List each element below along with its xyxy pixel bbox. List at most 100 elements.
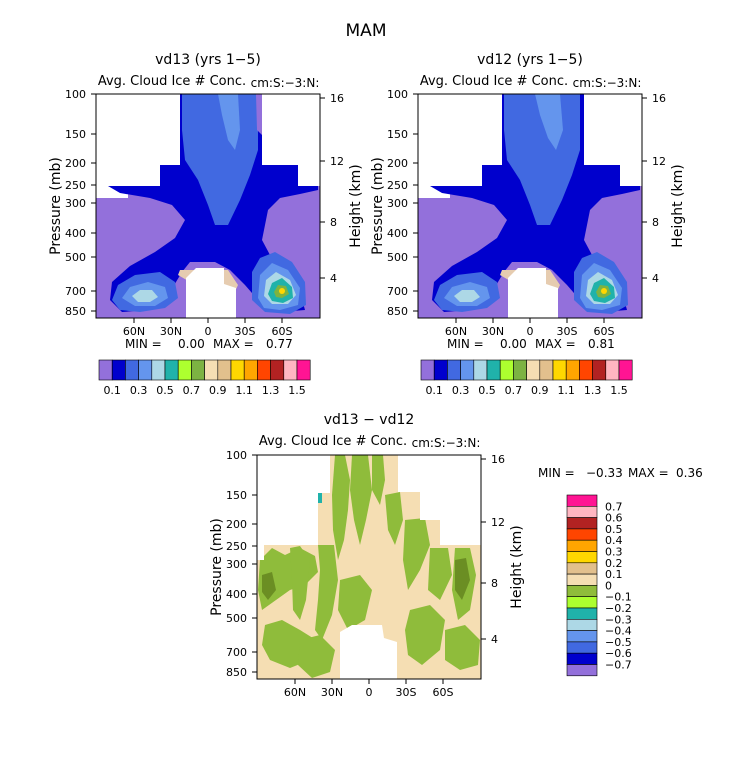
panel-units: cm:S:−3:N: — [412, 436, 481, 450]
pressure-tick: 200 — [226, 518, 247, 531]
tick-marks — [252, 454, 486, 684]
lat-tick: 60S — [272, 325, 293, 338]
pressure-tick: 500 — [65, 251, 86, 264]
lat-tick: 0 — [205, 325, 212, 338]
pressure-tick: 200 — [387, 157, 408, 170]
pressure-tick: 250 — [65, 179, 86, 192]
colorbar-label: 0.5 — [156, 384, 174, 397]
panel-units: cm:S:−3:N: — [573, 76, 642, 90]
colorbar-swatch — [177, 359, 192, 381]
contour-blob-sh-peak — [279, 288, 285, 294]
pressure-tick: 850 — [65, 305, 86, 318]
mask-surface — [186, 268, 236, 318]
pressure-tick: 700 — [65, 285, 86, 298]
panel-title: vd13 (yrs 1−5) — [155, 52, 261, 68]
pressure-tick: 850 — [226, 666, 247, 679]
colorbar-vd13: 0.1 0.3 0.5 0.7 0.9 1.1 1.3 1.5 — [98, 359, 311, 397]
pressure-tick: 250 — [387, 179, 408, 192]
colorbar-label: 1.1 — [557, 384, 575, 397]
height-tick: 16 — [330, 92, 344, 105]
y-axis-label-right: Height (km) — [670, 164, 686, 247]
colorbar-swatch — [566, 528, 598, 541]
height-tick: 4 — [652, 272, 659, 285]
colorbar-swatch — [526, 359, 541, 381]
colorbar-swatch — [566, 618, 598, 631]
colorbar-swatch — [565, 359, 580, 381]
colorbar-label: −0.2 — [605, 602, 632, 615]
colorbar-swatch — [566, 664, 598, 677]
pressure-tick: 300 — [387, 197, 408, 210]
contour-field — [257, 455, 481, 679]
colorbar-label: 1.5 — [610, 384, 628, 397]
panel-difference: vd13 − vd12 Avg. Cloud Ice # Conc. cm:S:… — [209, 412, 703, 699]
colorbar-swatch — [283, 359, 298, 381]
colorbar-label: 0.7 — [505, 384, 523, 397]
height-tick: 16 — [652, 92, 666, 105]
page-title: MAM — [346, 21, 387, 41]
colorbar-label: 0.7 — [183, 384, 201, 397]
height-tick: 8 — [652, 216, 659, 229]
colorbar-swatch — [566, 641, 598, 654]
colorbar-swatch — [499, 359, 514, 381]
contour-band-upper-edge — [256, 94, 262, 135]
y-axis-label-right: Height (km) — [509, 525, 525, 608]
height-tick: 12 — [330, 155, 344, 168]
contour-blob-nh-inner — [132, 290, 158, 302]
colorbar-swatch — [257, 359, 271, 381]
pressure-ticks: 100 150 200 250 300 400 500 700 850 — [65, 88, 86, 318]
pressure-ticks: 100 150 200 250 300 400 500 700 850 — [226, 449, 247, 679]
colorbar-label: 0.4 — [605, 534, 623, 547]
colorbar-label: −0.6 — [605, 647, 632, 660]
mask-upper-left — [257, 455, 330, 560]
colorbar-swatch — [217, 359, 232, 381]
colorbar-label: 1.5 — [288, 384, 306, 397]
colorbar-swatch — [566, 607, 598, 620]
colorbar-swatch — [566, 573, 598, 586]
tick-marks — [413, 93, 647, 323]
height-tick: 4 — [330, 272, 337, 285]
colorbar-swatch — [473, 359, 488, 381]
mask-upper-left — [96, 94, 180, 186]
mask-surface — [508, 268, 558, 318]
mask-upper-right — [584, 94, 642, 165]
max-value: 0.36 — [676, 466, 703, 480]
colorbar-swatch — [566, 585, 598, 598]
lat-tick: 30S — [396, 686, 417, 699]
panel-title: vd12 (yrs 1−5) — [477, 52, 583, 68]
y-axis-label-left: Pressure (mb) — [370, 157, 386, 255]
diff-negative-patches — [258, 455, 480, 678]
colorbar-swatch — [243, 359, 258, 381]
lat-tick: 60S — [594, 325, 615, 338]
min-value: −0.33 — [586, 466, 623, 480]
colorbar-label: 1.1 — [235, 384, 253, 397]
height-ticks: 16 12 8 4 — [330, 92, 344, 285]
colorbar-swatch — [460, 359, 475, 381]
pressure-tick: 300 — [65, 197, 86, 210]
pressure-tick: 850 — [387, 305, 408, 318]
mask-surface — [340, 625, 397, 679]
panel-subtitle: Avg. Cloud Ice # Conc. — [259, 434, 407, 449]
pressure-tick: 100 — [387, 88, 408, 101]
colorbar-swatch — [605, 359, 620, 381]
lat-ticks: 60N 30N 0 30S 60S — [123, 325, 293, 338]
lat-tick: 30S — [557, 325, 578, 338]
max-value: 0.77 — [266, 337, 293, 351]
contour-field — [96, 94, 320, 318]
colorbar-vd12: 0.1 0.3 0.5 0.7 0.9 1.1 1.3 1.5 — [420, 359, 633, 397]
colorbar-label: −0.4 — [605, 625, 632, 638]
pressure-tick: 500 — [226, 612, 247, 625]
colorbar-swatch — [420, 359, 435, 381]
colorbar-swatch — [566, 494, 598, 507]
panel-subtitle: Avg. Cloud Ice # Conc. — [420, 74, 568, 89]
contour-blob-sh-peak — [601, 288, 607, 294]
colorbar-label: 0.1 — [605, 568, 623, 581]
min-label: MIN = — [125, 337, 162, 351]
height-tick: 8 — [491, 577, 498, 590]
colorbar-swatch — [566, 539, 598, 552]
pressure-tick: 300 — [226, 558, 247, 571]
mask-upper-right — [398, 455, 481, 545]
mask-upper-right — [262, 94, 320, 165]
pressure-tick: 150 — [226, 489, 247, 502]
colorbar-swatch — [539, 359, 554, 381]
